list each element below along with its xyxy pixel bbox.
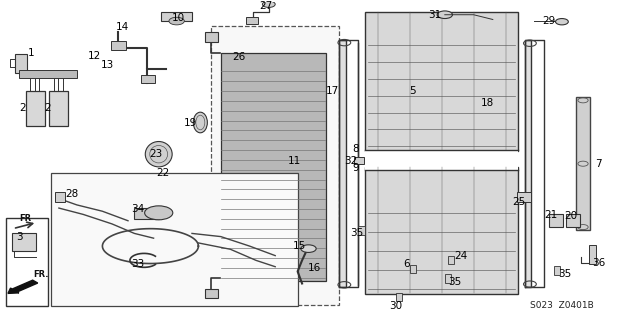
Text: 31: 31 — [429, 10, 442, 20]
FancyBboxPatch shape — [6, 218, 48, 306]
FancyBboxPatch shape — [566, 214, 580, 227]
Text: 26: 26 — [232, 52, 245, 62]
FancyBboxPatch shape — [549, 214, 563, 227]
Text: 21: 21 — [544, 210, 557, 220]
FancyBboxPatch shape — [445, 274, 451, 283]
Text: 3: 3 — [16, 232, 22, 241]
Text: 19: 19 — [184, 118, 197, 128]
Text: 27: 27 — [259, 1, 272, 11]
FancyBboxPatch shape — [246, 17, 258, 24]
Text: 34: 34 — [131, 204, 144, 214]
FancyBboxPatch shape — [354, 157, 364, 164]
FancyBboxPatch shape — [221, 53, 326, 281]
Text: 23: 23 — [150, 149, 163, 159]
Text: 35: 35 — [351, 228, 364, 238]
FancyBboxPatch shape — [141, 75, 155, 83]
FancyBboxPatch shape — [365, 167, 518, 294]
FancyBboxPatch shape — [12, 234, 36, 251]
Text: 35: 35 — [558, 269, 571, 279]
Text: 2: 2 — [20, 103, 26, 113]
Text: 5: 5 — [410, 86, 416, 96]
Text: 11: 11 — [288, 156, 301, 166]
FancyBboxPatch shape — [554, 266, 560, 275]
Ellipse shape — [145, 142, 172, 167]
Text: 36: 36 — [592, 257, 605, 268]
Circle shape — [437, 11, 452, 19]
Text: 28: 28 — [65, 189, 78, 199]
FancyBboxPatch shape — [55, 192, 65, 202]
Text: 25: 25 — [512, 197, 525, 207]
Circle shape — [145, 206, 173, 220]
FancyArrow shape — [8, 280, 38, 293]
Text: 30: 30 — [389, 301, 402, 311]
FancyBboxPatch shape — [525, 40, 531, 287]
Text: 15: 15 — [293, 241, 306, 251]
FancyBboxPatch shape — [517, 192, 531, 202]
Text: 29: 29 — [543, 16, 556, 26]
FancyBboxPatch shape — [161, 11, 192, 21]
FancyBboxPatch shape — [358, 226, 365, 235]
FancyBboxPatch shape — [576, 97, 590, 230]
Text: S023  Z0401B: S023 Z0401B — [530, 301, 594, 310]
Text: FR.: FR. — [33, 270, 49, 279]
FancyBboxPatch shape — [26, 91, 45, 126]
Text: 13: 13 — [101, 60, 114, 70]
Circle shape — [169, 17, 184, 25]
FancyBboxPatch shape — [51, 173, 298, 306]
FancyBboxPatch shape — [19, 70, 77, 78]
FancyBboxPatch shape — [49, 91, 68, 126]
FancyBboxPatch shape — [365, 150, 518, 170]
Text: 10: 10 — [172, 13, 184, 23]
Text: 24: 24 — [454, 251, 467, 261]
FancyBboxPatch shape — [134, 208, 159, 219]
FancyBboxPatch shape — [205, 289, 218, 298]
Text: 33: 33 — [131, 258, 144, 269]
Text: 22: 22 — [157, 168, 170, 178]
FancyBboxPatch shape — [339, 40, 346, 287]
FancyBboxPatch shape — [589, 245, 596, 263]
Circle shape — [556, 19, 568, 25]
Circle shape — [301, 245, 316, 252]
Text: 16: 16 — [308, 263, 321, 273]
FancyBboxPatch shape — [396, 293, 402, 300]
Ellipse shape — [193, 112, 207, 133]
Text: 2: 2 — [44, 103, 51, 113]
Text: 35: 35 — [448, 277, 461, 286]
FancyBboxPatch shape — [211, 26, 339, 305]
FancyBboxPatch shape — [365, 11, 518, 151]
FancyBboxPatch shape — [410, 265, 416, 273]
Text: 17: 17 — [326, 86, 339, 96]
Text: 9: 9 — [352, 163, 358, 174]
Text: 6: 6 — [403, 259, 410, 270]
Circle shape — [262, 1, 275, 7]
Text: 14: 14 — [116, 22, 129, 33]
FancyBboxPatch shape — [15, 54, 27, 73]
Text: 7: 7 — [595, 159, 602, 169]
Text: 18: 18 — [481, 99, 494, 108]
FancyBboxPatch shape — [205, 32, 218, 42]
FancyBboxPatch shape — [111, 41, 126, 49]
Text: 12: 12 — [88, 51, 101, 61]
FancyBboxPatch shape — [448, 256, 454, 263]
Text: FR: FR — [20, 214, 31, 223]
Text: 20: 20 — [564, 211, 577, 221]
Text: 8: 8 — [352, 145, 358, 154]
Text: 1: 1 — [28, 48, 34, 58]
Text: 32: 32 — [344, 156, 357, 166]
